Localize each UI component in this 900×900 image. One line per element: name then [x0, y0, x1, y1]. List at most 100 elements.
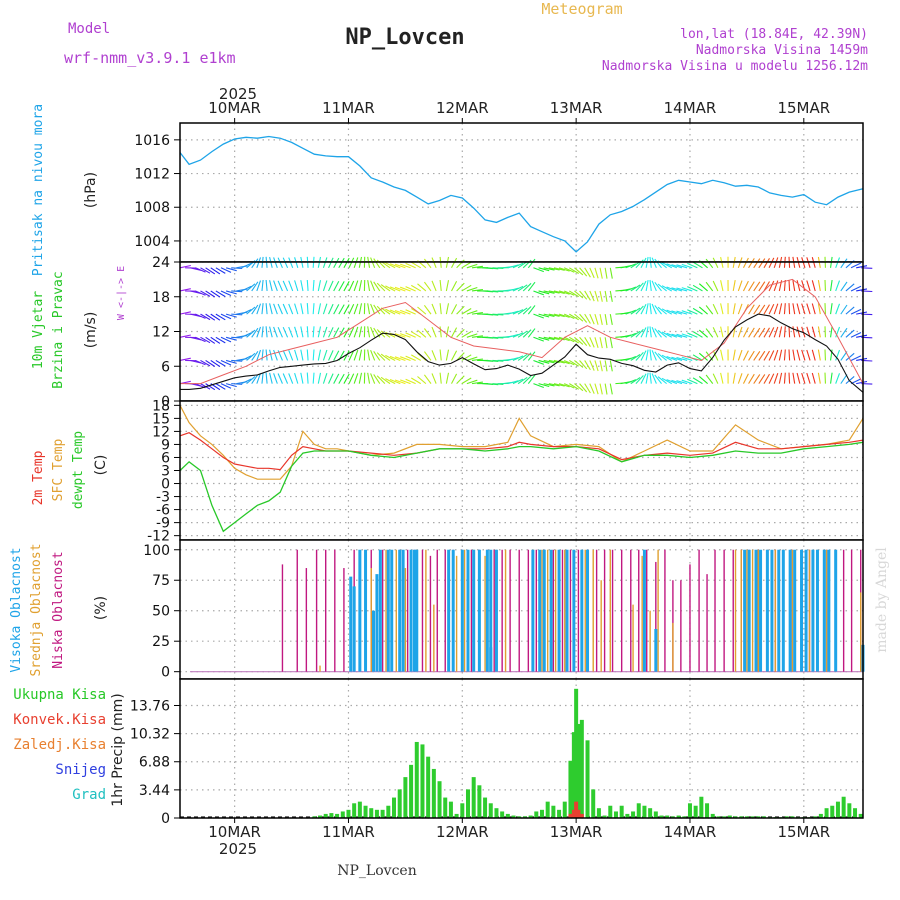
wind-barb [507, 310, 519, 315]
precip-bar [517, 816, 522, 818]
wind-barb [353, 303, 359, 315]
wind-barb [773, 326, 779, 338]
wind-barb [792, 303, 796, 315]
wind-barb [353, 349, 359, 361]
wind-barb [517, 330, 528, 338]
precip-bar [528, 815, 533, 818]
precip-ytick-label: 3.44 [139, 783, 170, 799]
wind-barb [215, 336, 226, 344]
wind-barb [758, 350, 766, 361]
wind-barb [512, 262, 524, 269]
wind-barb [527, 258, 536, 269]
precip-bar [511, 815, 516, 818]
top-day-label: 13MAR [550, 99, 603, 117]
wind-barb [507, 264, 519, 269]
wind-barb [698, 306, 708, 315]
wind-barb [792, 349, 796, 361]
precip-bar [841, 796, 846, 818]
wind-barb [328, 303, 334, 315]
wind-barb [783, 303, 786, 315]
wind-barb [512, 355, 524, 361]
wind-barb [389, 378, 401, 385]
wind-barb [288, 326, 294, 338]
top-day-label: 14MAR [664, 99, 717, 117]
wind-barb [651, 373, 657, 384]
wind-barb [625, 286, 637, 292]
wind-barb [394, 309, 406, 315]
wind-barb [640, 327, 647, 338]
wind-barb [649, 372, 652, 384]
precip-bar [392, 797, 397, 818]
wind-barb [692, 354, 703, 361]
wind-barb [705, 305, 714, 315]
wind-barb [720, 303, 724, 315]
precip-bar [784, 816, 789, 818]
temp-ytick-label: -6 [156, 503, 170, 519]
wind-barb [574, 313, 584, 322]
wind-barb [241, 378, 252, 385]
wind-barb [687, 286, 698, 292]
wind-barb [385, 378, 396, 385]
cloud-panel: 100 75 50 25 0 [143, 539, 865, 681]
wind-barb [773, 349, 779, 361]
wind-barb [431, 350, 437, 361]
wind-barb [423, 374, 432, 384]
wind-barb [681, 263, 693, 269]
wind-barb [400, 333, 411, 338]
wind-barb [380, 353, 391, 361]
cloud-ytick-label: 75 [152, 573, 170, 589]
wind-barb [792, 372, 796, 384]
wind-barb [604, 314, 608, 326]
wind-barb [768, 303, 775, 315]
wind-barb [783, 349, 786, 361]
precip-bar [329, 813, 334, 818]
wind-barb [507, 357, 519, 361]
wind-barb [215, 313, 226, 321]
precip-bar [460, 803, 465, 818]
wind-barb [200, 267, 211, 274]
precip-bar [397, 789, 402, 818]
wind-barb [353, 280, 359, 292]
precip-bar [420, 744, 425, 818]
precip-legend-item: Zaledj.Kisa [13, 737, 106, 753]
wind-barb [423, 351, 432, 361]
wind-barb [558, 267, 570, 272]
temp-ytick-label: 9 [161, 437, 170, 453]
wind-barb [649, 326, 652, 338]
wind-barb [840, 281, 848, 292]
wind-barb [300, 326, 304, 338]
precip-bar [409, 764, 414, 818]
wind-barb [649, 349, 652, 361]
cloud-ytick-label: 25 [152, 634, 170, 650]
wind-barb [471, 288, 483, 292]
wind-barb [405, 378, 416, 385]
wind-barb [589, 267, 595, 279]
wind-barb [801, 303, 806, 315]
precip-bar [625, 813, 630, 818]
conv-precip-bar [571, 809, 576, 818]
wind-barb [306, 349, 309, 361]
wind-barb [657, 353, 667, 361]
wind-barb [273, 303, 278, 315]
wind-barb [423, 328, 432, 338]
wind-barb [830, 326, 833, 338]
wind-barb [671, 333, 683, 338]
wind-barb [748, 327, 755, 338]
wind-barb [394, 286, 406, 292]
wind-barb [451, 257, 458, 269]
wind-barb [599, 290, 603, 302]
wind-barb [338, 304, 345, 315]
wind-barb [333, 350, 340, 361]
wind-barb [609, 267, 613, 279]
bottom-day-label: 12MAR [436, 823, 489, 841]
wind-barb [417, 376, 427, 385]
conv-precip-bar [576, 809, 581, 818]
wind-barb [654, 281, 662, 292]
wind-barb [692, 284, 703, 292]
model-name: wrf-nmm_v3.9.1 e1km [64, 49, 236, 67]
wind-barb [569, 359, 579, 367]
wind-barb [358, 303, 363, 315]
wind-barb [720, 349, 724, 361]
precip-legend-item: Ukupna Kisa [13, 687, 106, 703]
wind-barb [456, 259, 465, 269]
